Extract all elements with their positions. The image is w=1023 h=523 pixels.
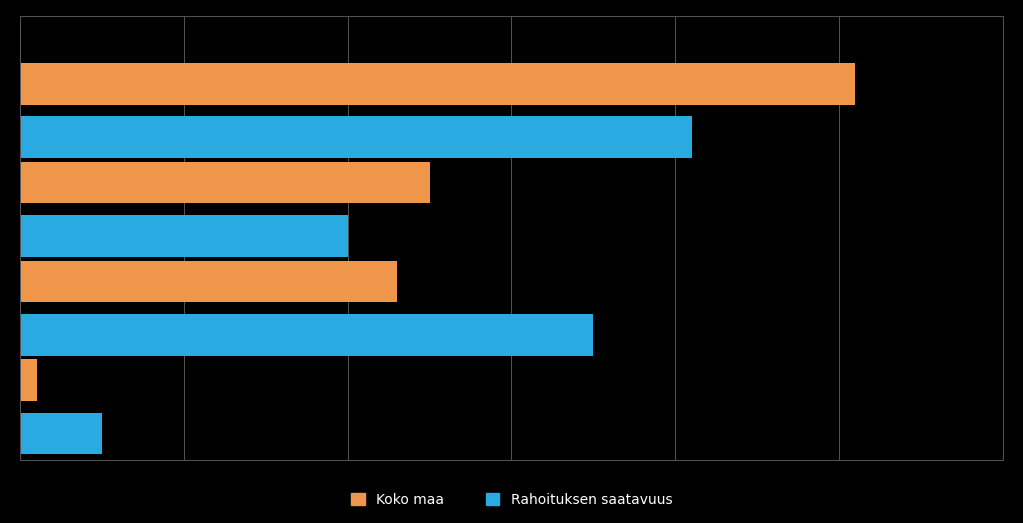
Bar: [20, 117, 692, 158]
Legend: Koko maa, Rahoituksen saatavuus: Koko maa, Rahoituksen saatavuus: [347, 489, 676, 511]
Bar: [20, 162, 430, 203]
Bar: [20, 63, 855, 105]
Bar: [20, 215, 348, 257]
Bar: [20, 314, 593, 356]
Bar: [20, 260, 397, 302]
Bar: [20, 359, 37, 401]
Bar: [20, 413, 102, 454]
